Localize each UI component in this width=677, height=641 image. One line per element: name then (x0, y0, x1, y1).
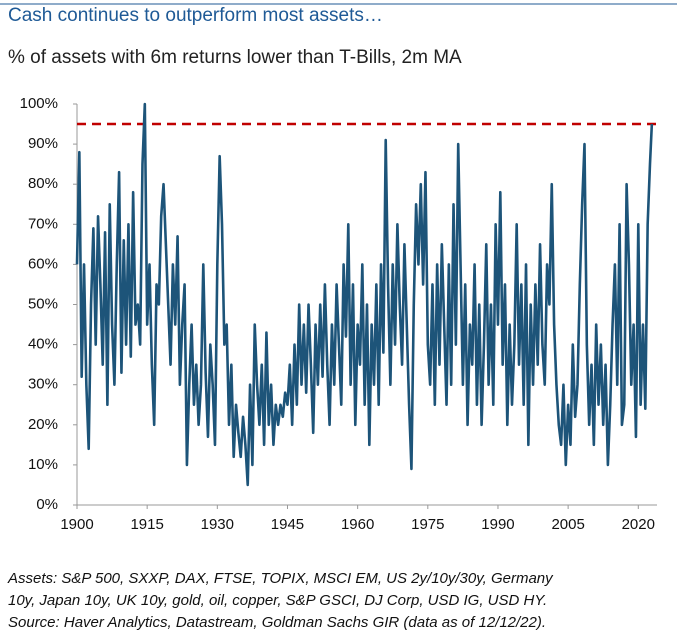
y-tick-label: 30% (28, 376, 58, 393)
x-tick-label: 1975 (411, 516, 444, 533)
y-tick-label: 10% (28, 456, 58, 473)
x-tick-label: 1915 (130, 516, 163, 533)
y-tick-label: 80% (28, 175, 58, 192)
x-tick-label: 1930 (201, 516, 234, 533)
y-tick-label: 90% (28, 135, 58, 152)
y-tick-label: 50% (28, 295, 58, 312)
y-tick-label: 0% (36, 496, 58, 513)
note: Source: Haver Analytics, Datastream, Gol… (8, 614, 546, 631)
note: Assets: S&P 500, SXXP, DAX, FTSE, TOPIX,… (7, 570, 554, 587)
chart-subtitle: % of assets with 6m returns lower than T… (8, 47, 462, 68)
chart-title: Cash continues to outperform most assets… (8, 5, 383, 26)
x-tick-label: 2020 (622, 516, 655, 533)
line-series (75, 102, 654, 487)
note: 10y, Japan 10y, UK 10y, gold, oil, coppe… (8, 592, 547, 609)
x-tick-label: 1900 (60, 516, 93, 533)
x-tick-label: 1960 (341, 516, 374, 533)
x-tick-label: 2005 (551, 516, 584, 533)
y-tick-label: 40% (28, 336, 58, 353)
y-tick-label: 20% (28, 416, 58, 433)
y-tick-label: 100% (20, 95, 58, 112)
x-tick-label: 1990 (481, 516, 514, 533)
y-tick-label: 60% (28, 255, 58, 272)
y-tick-label: 70% (28, 215, 58, 232)
x-tick-label: 1945 (271, 516, 304, 533)
